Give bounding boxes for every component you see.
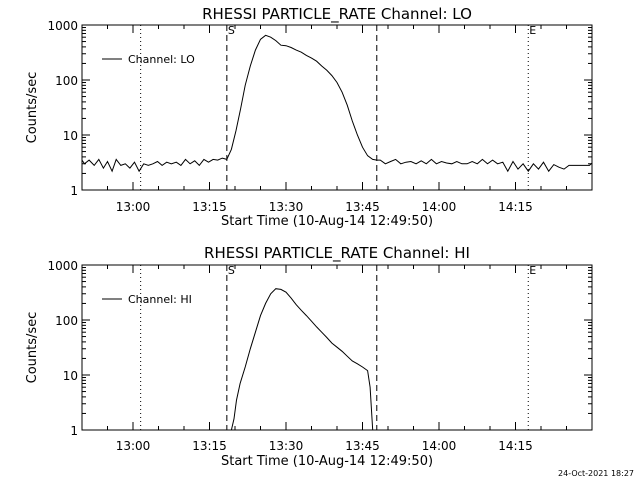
y-tick-label: 1 (70, 424, 78, 438)
start-marker-label: S (228, 264, 235, 277)
legend-entry: Channel: LO (128, 53, 195, 66)
y-tick-label: 1 (70, 184, 78, 198)
x-tick-label: 13:00 (116, 439, 151, 453)
chart-title: RHESSI PARTICLE_RATE Channel: LO (202, 5, 472, 24)
start-marker-label: S (228, 24, 235, 37)
x-tick-label: 13:00 (116, 200, 151, 214)
chart-panel-2: RHESSI PARTICLE_RATE Channel: HI 1 10 100 10… (25, 244, 593, 469)
y-tick-label: 100 (55, 314, 78, 328)
chart-title: RHESSI PARTICLE_RATE Channel: HI (204, 244, 470, 263)
x-tick-label: 13:45 (345, 439, 380, 453)
x-tick-label: 13:45 (345, 200, 380, 214)
end-marker-label: E (529, 264, 536, 277)
x-tick-label: 14:15 (498, 439, 533, 453)
y-axis-label: Counts/sec (25, 312, 40, 384)
y-axis-label: Counts/sec (25, 72, 40, 144)
y-tick-label: 1000 (47, 19, 78, 33)
y-tick-label: 100 (55, 74, 78, 88)
y-tick-label: 1000 (47, 259, 78, 273)
series-line-1 (230, 288, 374, 431)
legend-entry: Channel: HI (128, 293, 192, 306)
y-tick-label: 10 (63, 369, 78, 383)
x-tick-label: 13:15 (192, 200, 227, 214)
x-axis-label: Start Time (10-Aug-14 12:49:50) (221, 454, 433, 469)
x-tick-label: 13:30 (269, 439, 304, 453)
x-tick-label: 13:30 (269, 200, 304, 214)
chart-panel-1: RHESSI PARTICLE_RATE Channel: LO 1 10 100 10… (25, 5, 593, 229)
x-axis-label: Start Time (10-Aug-14 12:49:50) (221, 214, 433, 229)
x-tick-label: 13:15 (192, 439, 227, 453)
x-tick-label: 14:15 (498, 200, 533, 214)
x-tick-label: 14:00 (422, 200, 457, 214)
x-tick-label: 14:00 (422, 439, 457, 453)
end-marker-label: E (529, 24, 536, 37)
timestamp: 24-Oct-2021 18:27 (558, 469, 634, 478)
series-line-1 (81, 34, 593, 173)
y-tick-label: 10 (63, 129, 78, 143)
